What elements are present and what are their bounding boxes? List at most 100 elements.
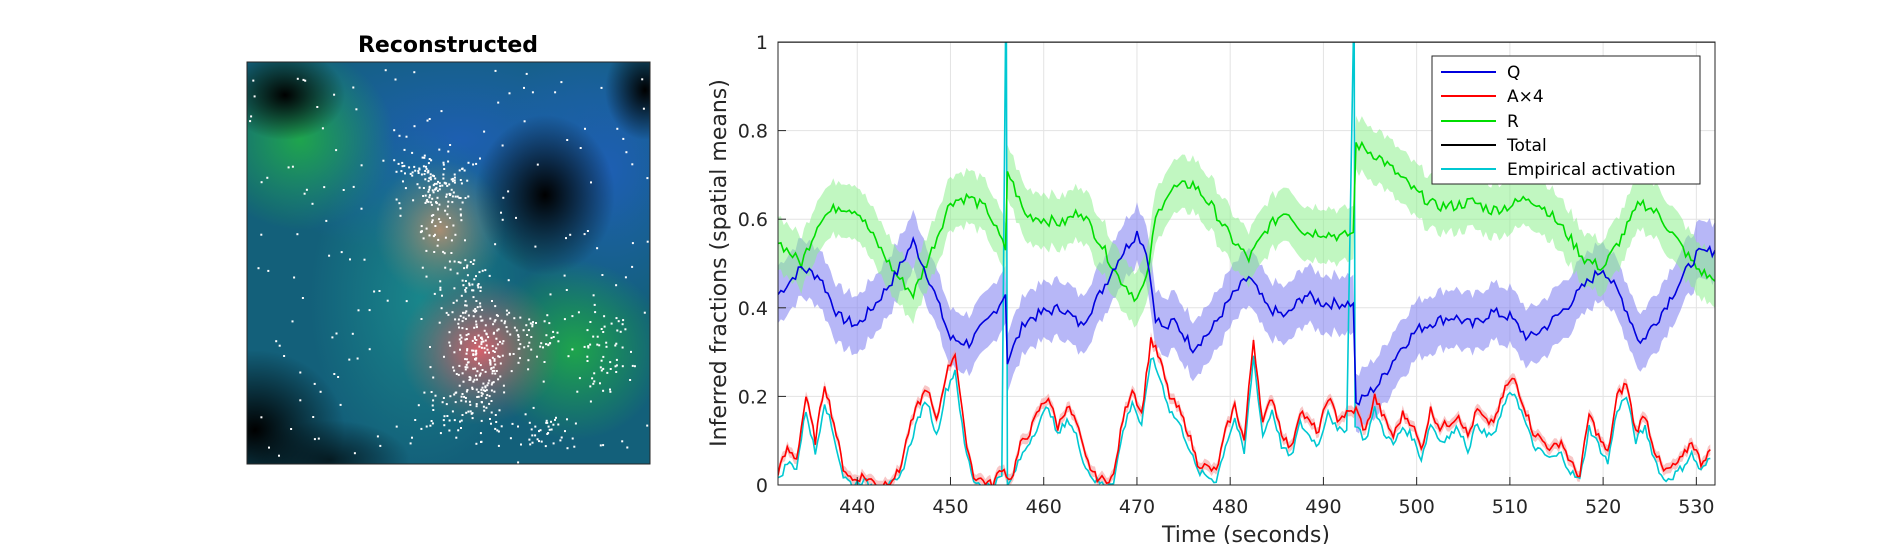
spike-dot (494, 427, 497, 430)
spike-dot (455, 299, 458, 302)
spike-dot (545, 334, 548, 337)
spike-dot (477, 286, 480, 289)
spike-dot (602, 355, 605, 358)
spike-dot (489, 362, 492, 365)
spike-dot (450, 252, 453, 254)
spike-dot (552, 330, 555, 333)
spike-dot (451, 195, 454, 198)
spike-dot (525, 72, 528, 75)
spike-dot (481, 401, 483, 404)
spike-dot (566, 418, 568, 421)
spike-dot (394, 78, 397, 81)
spike-dot (480, 341, 483, 344)
spike-dot (464, 300, 467, 303)
spike-dot (569, 233, 572, 236)
spike-dot (484, 370, 487, 373)
spike-dot (299, 371, 302, 374)
spike-dot (576, 390, 579, 393)
spike-dot (287, 166, 290, 169)
spike-dot (475, 357, 478, 360)
spike-dot (489, 360, 492, 363)
spike-dot (493, 390, 496, 393)
spike-dot (472, 296, 475, 299)
spike-dot (492, 323, 495, 326)
spike-dot (411, 174, 414, 177)
spike-dot (449, 395, 452, 398)
spike-dot (453, 181, 456, 184)
spike-dot (348, 358, 351, 361)
spike-dot (299, 399, 302, 402)
spike-dot (552, 336, 555, 338)
spike-dot (472, 353, 475, 356)
spike-dot (447, 150, 450, 153)
spike-dot (337, 376, 340, 378)
spike-dot (506, 313, 509, 316)
spike-dot (550, 428, 553, 431)
spike-dot (317, 437, 320, 440)
spike-dot (428, 196, 431, 199)
spike-dot (497, 355, 500, 358)
spike-dot (579, 147, 582, 149)
spike-dot (497, 430, 500, 433)
spike-dot (443, 355, 445, 358)
spike-dot (386, 299, 389, 302)
spike-dot (404, 187, 407, 190)
spike-dot (596, 247, 599, 250)
spike-dot (434, 188, 437, 190)
spike-dot (443, 424, 446, 427)
spike-dot (624, 328, 627, 331)
spike-dot (502, 196, 505, 199)
spike-dot (439, 221, 442, 223)
spike-dot (557, 423, 560, 426)
spike-dot (460, 419, 463, 422)
spike-dot (481, 338, 484, 341)
spike-dot (563, 274, 566, 277)
spike-dot (424, 170, 427, 172)
spike-dot (490, 422, 492, 425)
spike-dot (587, 345, 590, 348)
spike-dot (302, 78, 305, 81)
spike-dot (512, 353, 515, 355)
spike-dot (528, 421, 531, 424)
spike-dot (449, 217, 451, 219)
spike-dot (621, 346, 624, 349)
spike-dot (453, 393, 456, 396)
spike-dot (547, 343, 550, 346)
spike-dot (479, 364, 482, 367)
spike-dot (475, 162, 478, 165)
spike-dot (462, 311, 464, 314)
spike-dot (547, 432, 550, 434)
spike-dot (409, 442, 412, 445)
spike-dot (430, 214, 433, 217)
spike-dot (420, 173, 423, 176)
spike-dot (506, 330, 509, 333)
spike-dot (433, 182, 436, 185)
spike-dot (543, 361, 546, 363)
spike-dot (539, 345, 542, 348)
spike-dot (591, 377, 594, 380)
spike-dot (614, 344, 617, 347)
spike-dot (483, 130, 486, 133)
spike-dot (550, 336, 553, 339)
spike-dot (622, 319, 625, 322)
spike-dot (602, 367, 605, 370)
spike-dot (489, 317, 492, 320)
spike-dot (453, 287, 456, 290)
spike-dot (586, 360, 589, 362)
spike-dot (446, 205, 449, 208)
spike-dot (335, 332, 338, 335)
spike-dot (461, 327, 464, 330)
spike-dot (596, 335, 599, 338)
spike-dot (430, 391, 433, 393)
spike-dot (405, 135, 408, 138)
spike-dot (428, 194, 431, 197)
spike-dot (497, 378, 500, 381)
spike-dot (528, 438, 531, 441)
spike-dot (485, 344, 488, 347)
spike-dot (529, 322, 532, 325)
spike-dot (425, 249, 428, 252)
spike-dot (594, 311, 597, 314)
spike-dot (420, 427, 423, 430)
spike-dot (463, 395, 466, 398)
spike-dot (486, 384, 489, 387)
